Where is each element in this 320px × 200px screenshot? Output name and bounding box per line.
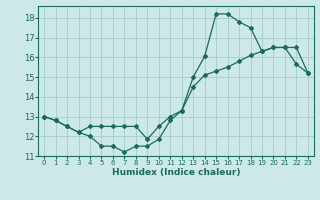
X-axis label: Humidex (Indice chaleur): Humidex (Indice chaleur) (112, 168, 240, 177)
